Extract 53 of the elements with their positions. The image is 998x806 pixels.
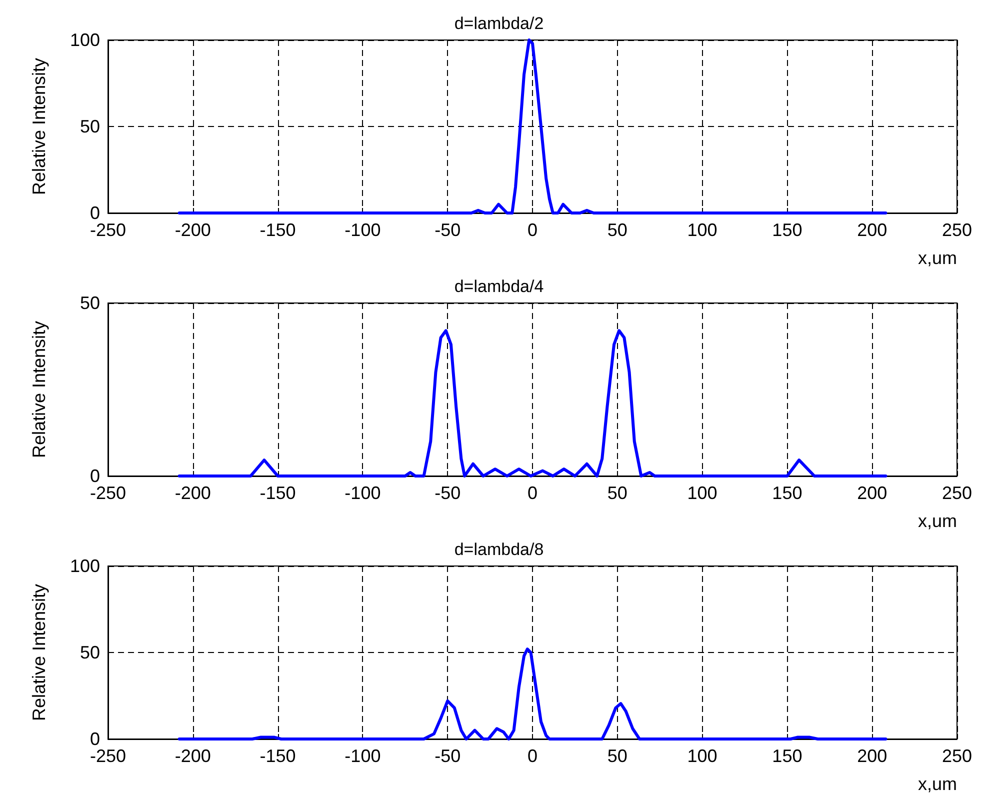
x-tick-label: 250 [942,483,972,503]
y-tick-label: 50 [80,116,100,136]
x-tick-label: -200 [174,483,211,503]
x-tick-label: -250 [90,483,126,503]
x-tick-label: 50 [607,220,628,240]
y-tick-label: 100 [70,30,100,50]
line-series [178,38,888,214]
chart-title: d=lambda/8 [454,540,544,559]
x-tick-label: -100 [344,220,381,240]
x-tick-label: -100 [344,483,381,503]
x-tick-label: 100 [687,746,718,766]
x-tick-label: -100 [344,746,381,766]
x-tick-label: 0 [527,483,538,503]
y-axis-title: Relative Intensity [29,584,49,722]
line-series [178,329,888,478]
x-tick-label: 0 [527,746,538,766]
y-tick-label: 100 [70,556,100,576]
y-axis-title: Relative Intensity [29,320,49,458]
x-tick-label: 150 [772,746,802,766]
x-axis-title: x,um [918,774,957,794]
y-tick-label: 50 [80,642,100,662]
chart-title: d=lambda/4 [454,277,544,296]
line-series [178,648,888,740]
chart-title: d=lambda/2 [454,14,544,33]
x-tick-label: 200 [857,746,888,766]
x-tick-label: -50 [434,483,461,503]
y-tick-label: 0 [90,466,100,486]
x-tick-label: -250 [90,746,126,766]
x-tick-label: -200 [174,746,211,766]
x-tick-label: -250 [90,220,126,240]
x-tick-label: 100 [687,483,718,503]
y-tick-label: 0 [90,729,100,749]
x-tick-label: -150 [260,483,296,503]
x-tick-label: -50 [434,746,461,766]
y-axis-title: Relative Intensity [29,58,49,196]
y-tick-label: 50 [80,293,100,313]
y-tick-label: 0 [90,203,100,223]
x-tick-label: 250 [942,746,972,766]
x-tick-label: 0 [527,220,538,240]
x-axis-title: x,um [918,511,957,531]
x-tick-label: 50 [607,746,628,766]
x-tick-label: 200 [857,220,888,240]
x-tick-label: 150 [772,483,802,503]
x-tick-label: -150 [260,220,296,240]
x-tick-label: 150 [772,220,802,240]
x-tick-label: 200 [857,483,888,503]
x-tick-label: 250 [942,220,972,240]
x-tick-label: -200 [174,220,211,240]
x-tick-label: 50 [607,483,628,503]
x-axis-title: x,um [918,248,957,268]
x-tick-label: -150 [260,746,296,766]
x-tick-label: 100 [687,220,718,240]
x-tick-label: -50 [434,220,461,240]
